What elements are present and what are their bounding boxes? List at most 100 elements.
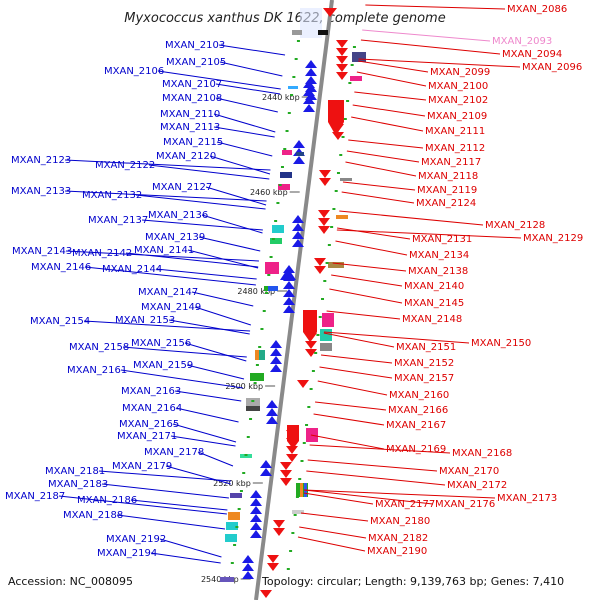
right-label-connector <box>309 444 451 454</box>
left-label-connector <box>148 164 270 180</box>
forward-gene-arrow <box>303 88 315 96</box>
left-gene-label[interactable]: MXAN_2143 <box>12 246 72 257</box>
reverse-gene-arrow <box>280 470 292 478</box>
left-gene-label[interactable]: MXAN_2141 <box>134 245 194 256</box>
left-gene-label[interactable]: MXAN_2156 <box>131 338 191 349</box>
left-gene-label[interactable]: MXAN_2188 <box>63 510 123 521</box>
right-gene-label[interactable]: MXAN_2176 <box>435 499 495 510</box>
right-gene-label[interactable]: MXAN_2169 <box>386 444 446 455</box>
right-gene-label[interactable]: MXAN_2119 <box>417 185 477 196</box>
left-label-connector <box>191 291 254 307</box>
right-gene-label[interactable]: MXAN_2138 <box>408 266 468 277</box>
left-gene-label[interactable]: MXAN_2127 <box>152 182 212 193</box>
right-gene-label[interactable]: MXAN_2100 <box>428 81 488 92</box>
right-gene-label[interactable]: MXAN_2177 <box>375 499 435 510</box>
right-gene-label[interactable]: MXAN_2109 <box>427 111 487 122</box>
left-gene-label[interactable]: MXAN_2171 <box>117 431 177 442</box>
right-gene-label[interactable]: MXAN_2180 <box>370 516 430 527</box>
left-gene-label[interactable]: MXAN_2154 <box>30 316 90 327</box>
forward-gene-arrow <box>266 400 278 408</box>
forward-gene-arrow <box>292 239 304 247</box>
left-gene-label[interactable]: MXAN_2187 <box>5 491 65 502</box>
right-gene-label[interactable]: MXAN_2168 <box>452 448 512 459</box>
right-gene-label[interactable]: MXAN_2094 <box>502 49 562 60</box>
left-gene-label[interactable]: MXAN_2163 <box>121 386 181 397</box>
feature-block <box>350 76 362 81</box>
left-gene-label[interactable]: MXAN_2122 <box>95 160 155 171</box>
left-gene-label[interactable]: MXAN_2137 <box>88 215 148 226</box>
reverse-gene-arrow <box>336 56 348 64</box>
right-gene-label[interactable]: MXAN_2167 <box>386 420 446 431</box>
right-gene-label[interactable]: MXAN_2112 <box>425 143 485 154</box>
left-gene-label[interactable]: MXAN_2144 <box>102 264 162 275</box>
left-gene-label[interactable]: MXAN_2149 <box>141 302 201 313</box>
left-gene-label[interactable]: MXAN_2147 <box>138 287 198 298</box>
right-gene-label[interactable]: MXAN_2148 <box>402 314 462 325</box>
left-gene-label[interactable]: MXAN_2178 <box>144 447 204 458</box>
right-gene-label[interactable]: MXAN_2190 <box>367 546 427 557</box>
left-gene-label[interactable]: MXAN_2161 <box>67 365 127 376</box>
left-gene-label[interactable]: MXAN_2132 <box>82 190 142 201</box>
right-gene-label[interactable]: MXAN_2099 <box>430 67 490 78</box>
gene-tick <box>253 382 257 384</box>
left-gene-label[interactable]: MXAN_2192 <box>106 534 166 545</box>
forward-gene-arrow <box>260 468 272 476</box>
left-gene-label[interactable]: MXAN_2139 <box>145 232 205 243</box>
right-gene-label[interactable]: MXAN_2170 <box>439 466 499 477</box>
left-gene-label[interactable]: MXAN_2164 <box>122 403 182 414</box>
right-gene-label[interactable]: MXAN_2093 <box>492 36 552 47</box>
right-gene-label[interactable]: MXAN_2111 <box>425 126 485 137</box>
right-gene-label[interactable]: MXAN_2096 <box>522 62 582 73</box>
right-gene-label[interactable]: MXAN_2102 <box>428 95 488 106</box>
left-gene-label[interactable]: MXAN_2106 <box>104 66 164 77</box>
right-gene-label[interactable]: MXAN_2150 <box>471 338 531 349</box>
left-gene-label[interactable]: MXAN_2115 <box>163 137 223 148</box>
right-gene-label[interactable]: MXAN_2129 <box>523 233 583 244</box>
right-gene-label[interactable]: MXAN_2117 <box>421 157 481 168</box>
feature-block <box>225 534 237 542</box>
right-gene-label[interactable]: MXAN_2128 <box>485 220 545 231</box>
right-gene-label[interactable]: MXAN_2173 <box>497 493 557 504</box>
left-gene-label[interactable]: MXAN_2194 <box>97 548 157 559</box>
left-gene-label[interactable]: MXAN_2107 <box>162 79 222 90</box>
left-gene-label[interactable]: MXAN_2110 <box>160 109 220 120</box>
right-gene-label[interactable]: MXAN_2131 <box>412 234 472 245</box>
right-gene-label[interactable]: MXAN_2151 <box>396 342 456 353</box>
right-gene-label[interactable]: MXAN_2140 <box>404 281 464 292</box>
left-gene-label[interactable]: MXAN_2105 <box>166 57 226 68</box>
left-gene-label[interactable]: MXAN_2108 <box>162 93 222 104</box>
kbp-tick-label: 2460 kbp <box>250 188 288 197</box>
left-gene-label[interactable]: MXAN_2183 <box>48 479 108 490</box>
right-gene-label[interactable]: MXAN_2172 <box>447 480 507 491</box>
left-gene-label[interactable]: MXAN_2146 <box>31 262 91 273</box>
left-gene-label[interactable]: MXAN_2133 <box>11 186 71 197</box>
right-gene-label[interactable]: MXAN_2166 <box>388 405 448 416</box>
reverse-gene-arrow <box>336 64 348 72</box>
right-gene-label[interactable]: MXAN_2086 <box>507 4 567 15</box>
left-gene-label[interactable]: MXAN_2153 <box>115 315 175 326</box>
right-gene-label[interactable]: MXAN_2124 <box>416 198 476 209</box>
right-gene-label[interactable]: MXAN_2152 <box>394 358 454 369</box>
left-gene-label[interactable]: MXAN_2120 <box>156 151 216 162</box>
left-gene-label[interactable]: MXAN_2103 <box>165 40 225 51</box>
gene-tick <box>350 64 354 66</box>
gene-tick <box>265 292 269 294</box>
right-label-connector <box>362 29 491 42</box>
left-gene-label[interactable]: MXAN_2158 <box>69 342 129 353</box>
right-gene-label[interactable]: MXAN_2118 <box>418 171 478 182</box>
left-gene-label[interactable]: MXAN_2186 <box>77 495 137 506</box>
right-gene-label[interactable]: MXAN_2157 <box>394 373 454 384</box>
left-gene-label[interactable]: MXAN_2179 <box>112 461 172 472</box>
right-gene-label[interactable]: MXAN_2145 <box>404 298 464 309</box>
left-gene-label[interactable]: MXAN_2159 <box>133 360 193 371</box>
left-gene-label[interactable]: MXAN_2113 <box>160 122 220 133</box>
left-gene-label[interactable]: MXAN_2165 <box>119 419 179 430</box>
right-gene-label[interactable]: MXAN_2134 <box>409 250 469 261</box>
gene-tick <box>255 364 259 366</box>
right-gene-label[interactable]: MXAN_2182 <box>368 533 428 544</box>
left-gene-label[interactable]: MXAN_2181 <box>45 466 105 477</box>
left-gene-label[interactable]: MXAN_2123 <box>11 155 71 166</box>
right-gene-label[interactable]: MXAN_2160 <box>389 390 449 401</box>
left-gene-label[interactable]: MXAN_2136 <box>148 210 208 221</box>
left-gene-label[interactable]: MXAN_2142 <box>72 248 132 259</box>
